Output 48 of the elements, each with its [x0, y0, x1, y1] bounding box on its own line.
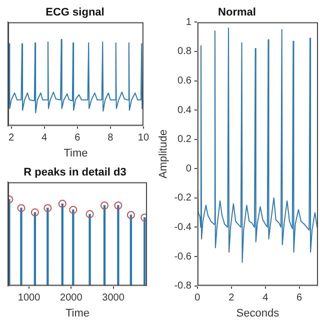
bar	[88, 214, 91, 286]
x-tick-label: 2000	[60, 292, 83, 304]
x-tick-label: 0	[194, 292, 201, 304]
chart-title: R peaks in detail d3	[24, 166, 126, 179]
point	[44, 204, 52, 212]
y-tick-label: -0.8	[174, 280, 192, 292]
x-axis-title: Seconds	[236, 307, 280, 320]
x-tick-label: 2	[8, 132, 15, 144]
point	[100, 202, 108, 210]
x-tick-label: 10	[138, 132, 150, 144]
bar	[72, 209, 74, 286]
bar	[20, 208, 22, 286]
x-tick-label: 1000	[18, 292, 41, 304]
point	[30, 208, 39, 216]
point	[58, 200, 66, 208]
y-tick-label: -0.2	[174, 192, 192, 204]
bar	[103, 205, 106, 286]
x-tick-label: 4	[262, 292, 269, 304]
bar	[144, 217, 146, 286]
x-axis-title: Time	[65, 307, 90, 320]
y-tick-label: -0.6	[174, 251, 192, 262]
y-tick-label: 0.6	[178, 76, 192, 87]
bar	[46, 208, 49, 286]
y-tick-label: -0.4	[174, 222, 192, 233]
y-axis-title: Amplitude	[158, 130, 170, 178]
y-tick-label: 0.4	[178, 104, 192, 116]
bar	[34, 212, 36, 286]
x-tick-label: 8	[108, 132, 114, 144]
point	[126, 211, 135, 220]
y-tick-label: 1	[186, 16, 192, 28]
chart-title: Normal	[218, 6, 256, 19]
y-tick-label: 0.2	[178, 134, 192, 146]
y-tick-label: 0.8	[178, 46, 192, 58]
x-tick-label: 3000	[102, 292, 125, 304]
bar	[130, 214, 132, 286]
chart-title: ECG signal	[46, 6, 104, 19]
y-tick-label: 0	[186, 163, 192, 174]
x-tick-label: 6	[74, 132, 81, 144]
bar	[61, 203, 64, 286]
x-tick-label: 6	[296, 292, 303, 304]
x-tick-label: 4	[42, 132, 48, 144]
x-tick-label: 2	[228, 292, 235, 304]
point	[86, 210, 94, 218]
point	[17, 204, 26, 212]
bar	[117, 205, 120, 286]
point	[69, 206, 78, 214]
point	[114, 202, 122, 210]
x-axis-title: Time	[64, 147, 88, 160]
